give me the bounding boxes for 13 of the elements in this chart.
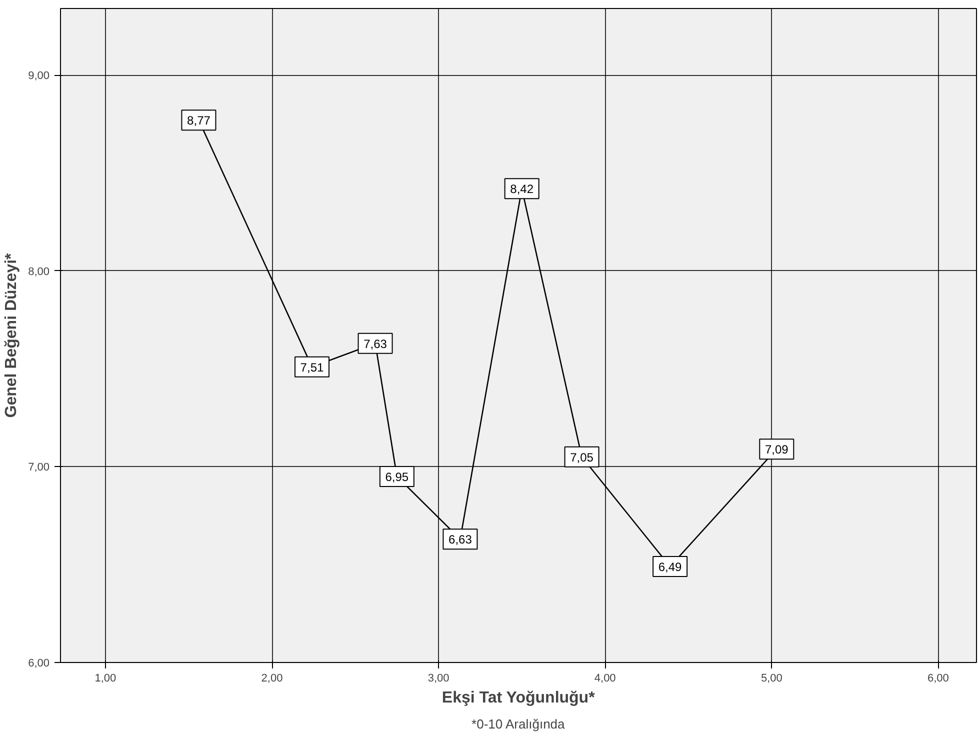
x-tick-label: 3,00 — [428, 672, 450, 684]
y-axis-title: Genel Beğeni Düzeyi* — [3, 252, 20, 418]
y-tick-label: 9,00 — [28, 70, 50, 82]
text: *0-10 Aralığında — [472, 716, 566, 732]
y-tick-label: 8,00 — [28, 266, 50, 278]
y-tick-label: 6,00 — [28, 658, 50, 670]
x-tick-label: 4,00 — [594, 672, 616, 684]
x-axis-title: Ekşi Tat Yoğunluğu* — [442, 690, 596, 706]
x-tick-label: 1,00 — [94, 672, 116, 684]
x-tick-label: 5,00 — [760, 672, 782, 684]
x-tick-label: 6,00 — [927, 672, 949, 684]
y-tick-label: 7,00 — [28, 462, 50, 474]
x-tick-label: 2,00 — [261, 672, 283, 684]
